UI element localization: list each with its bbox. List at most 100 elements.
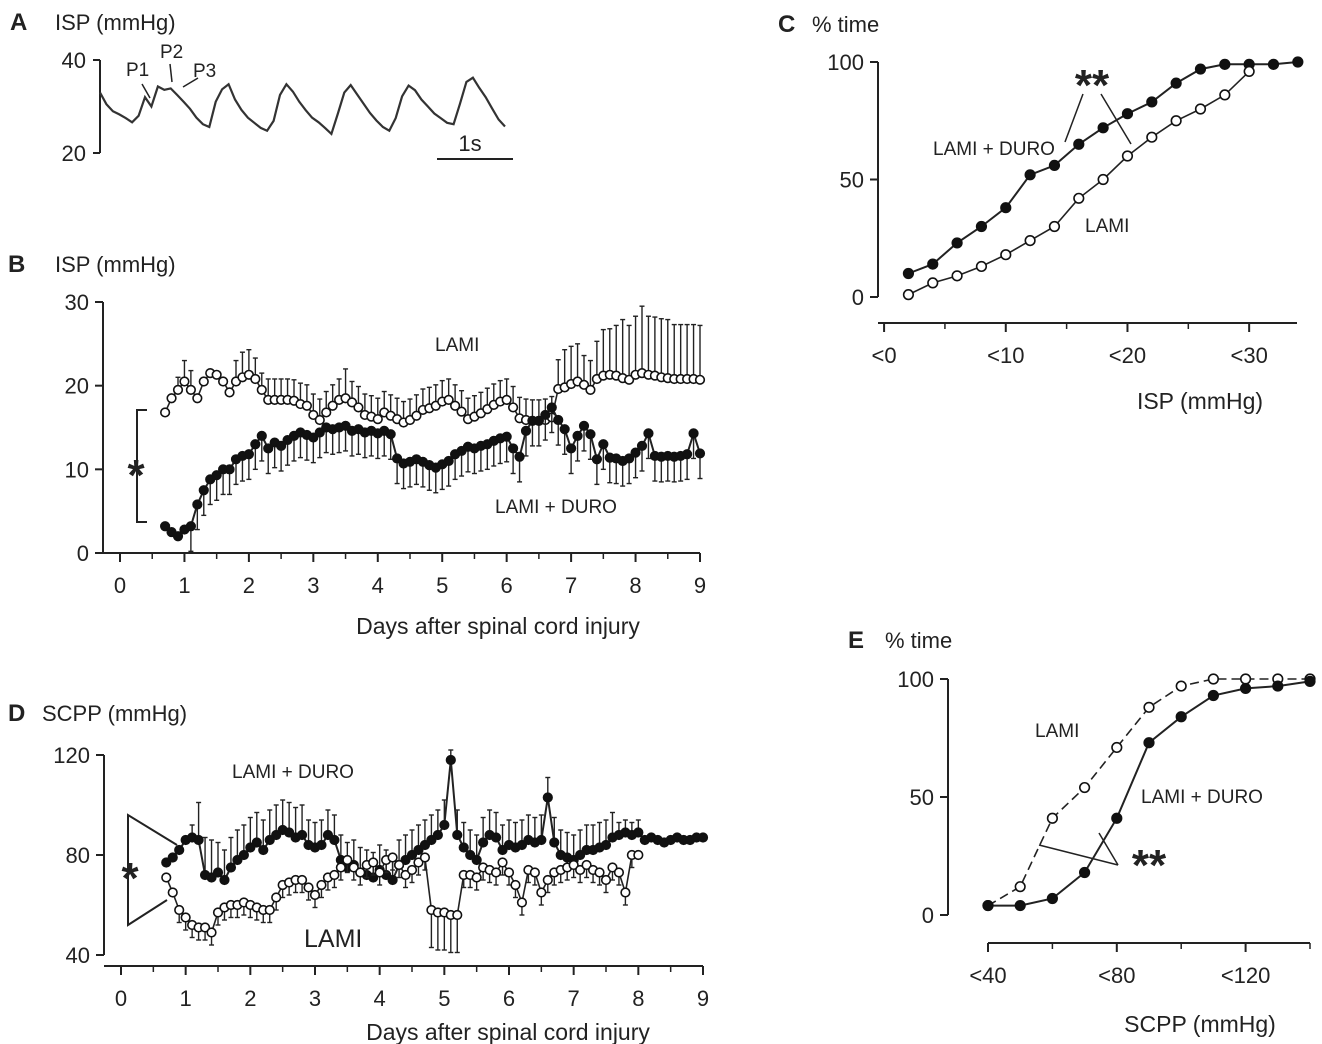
filled-point bbox=[1170, 77, 1182, 89]
p3-label: P3 bbox=[193, 61, 216, 82]
filled-point bbox=[585, 429, 596, 440]
filled-point bbox=[263, 443, 274, 454]
filled-point bbox=[1143, 737, 1155, 749]
filled-point bbox=[219, 874, 230, 886]
open-point bbox=[501, 394, 512, 405]
open-point bbox=[308, 409, 319, 421]
p3-pointer bbox=[182, 77, 199, 88]
open-point bbox=[1048, 220, 1061, 233]
open-point bbox=[443, 394, 454, 405]
y-tick-label: 100 bbox=[897, 667, 934, 692]
filled-point bbox=[264, 834, 275, 846]
panel-a-ytick-label: 40 bbox=[62, 48, 86, 73]
open-point bbox=[314, 414, 325, 426]
y-tick-label: 50 bbox=[910, 785, 934, 810]
open-point bbox=[309, 889, 321, 901]
filled-point bbox=[458, 842, 469, 853]
open-point bbox=[218, 376, 229, 387]
open-point bbox=[400, 869, 411, 881]
significance-star: * bbox=[127, 451, 145, 500]
filled-point bbox=[406, 849, 418, 861]
filled-point bbox=[419, 839, 431, 851]
open-point bbox=[975, 260, 988, 273]
filled-point bbox=[1073, 138, 1085, 150]
open-point bbox=[406, 864, 418, 876]
open-point bbox=[1000, 249, 1012, 261]
y-tick-label: 0 bbox=[922, 903, 934, 928]
open-point bbox=[250, 373, 261, 385]
filled-point bbox=[212, 867, 224, 878]
open-point bbox=[536, 887, 547, 898]
filled-point bbox=[643, 428, 654, 439]
filled-point bbox=[316, 839, 327, 851]
filled-point bbox=[1078, 866, 1091, 879]
open-point bbox=[607, 862, 618, 873]
x-tick-label: <120 bbox=[1221, 963, 1271, 988]
filled-point bbox=[533, 415, 544, 426]
filled-point bbox=[1239, 682, 1252, 695]
y-tick-label: 50 bbox=[840, 168, 864, 193]
x-tick-label: <80 bbox=[1098, 963, 1135, 988]
x-tick-label: 2 bbox=[243, 573, 255, 598]
x-tick-label: 8 bbox=[632, 986, 644, 1011]
series-label-lami: LAMI bbox=[304, 925, 362, 953]
panel-b-label: B bbox=[8, 251, 25, 278]
filled-point bbox=[167, 852, 178, 863]
x-tick-label: 3 bbox=[307, 573, 319, 598]
x-tick-label: <30 bbox=[1230, 343, 1267, 368]
panel-a-trace bbox=[99, 76, 506, 136]
filled-point bbox=[426, 834, 437, 846]
filled-point bbox=[575, 849, 586, 861]
filled-point bbox=[1219, 58, 1231, 70]
filled-point bbox=[1000, 202, 1012, 214]
filled-point bbox=[432, 829, 443, 841]
filled-point bbox=[553, 414, 564, 426]
filled-point bbox=[256, 430, 267, 441]
panel-b: B ISP (mmHg) LAMI LAMI + DURO * Days aft… bbox=[8, 251, 706, 639]
filled-point bbox=[225, 862, 237, 873]
filled-point bbox=[591, 454, 602, 465]
open-point bbox=[374, 867, 385, 878]
filled-point bbox=[549, 837, 560, 848]
filled-point bbox=[682, 449, 693, 460]
significance-star: * bbox=[121, 854, 139, 903]
y-tick-label: 40 bbox=[66, 943, 90, 968]
filled-point bbox=[1046, 892, 1058, 905]
open-point bbox=[1239, 673, 1252, 685]
filled-point bbox=[982, 899, 994, 912]
y-tick-label: 30 bbox=[65, 290, 89, 315]
open-point bbox=[1121, 150, 1134, 162]
open-point bbox=[161, 872, 172, 883]
filled-point bbox=[514, 451, 525, 462]
open-point bbox=[160, 407, 171, 418]
filled-point bbox=[385, 429, 396, 440]
open-point bbox=[355, 867, 366, 878]
series-label-lami-duro: LAMI + DURO bbox=[933, 139, 1055, 160]
open-point bbox=[346, 397, 358, 408]
open-point bbox=[387, 852, 398, 863]
open-point bbox=[568, 859, 579, 871]
series-label-lami: LAMI bbox=[1085, 216, 1129, 237]
filled-point bbox=[975, 220, 988, 233]
filled-point bbox=[542, 792, 553, 803]
sig-line bbox=[1100, 93, 1132, 145]
x-tick-label: <10 bbox=[987, 343, 1024, 368]
open-point bbox=[542, 874, 553, 886]
open-point bbox=[1146, 131, 1158, 143]
filled-point bbox=[902, 267, 915, 280]
open-point bbox=[450, 400, 461, 411]
open-point bbox=[1194, 103, 1207, 115]
x-tick-label: 1 bbox=[180, 986, 192, 1011]
open-point bbox=[490, 867, 502, 878]
open-point bbox=[497, 857, 508, 868]
open-point bbox=[185, 384, 196, 395]
open-point bbox=[301, 400, 312, 411]
filled-point bbox=[439, 819, 450, 831]
open-point bbox=[321, 407, 332, 418]
open-point bbox=[620, 887, 631, 898]
filled-point bbox=[633, 827, 644, 838]
filled-point bbox=[276, 440, 287, 452]
series-label-lami-duro: LAMI + DURO bbox=[1141, 787, 1263, 808]
filled-point bbox=[250, 439, 261, 450]
open-point bbox=[503, 867, 515, 878]
